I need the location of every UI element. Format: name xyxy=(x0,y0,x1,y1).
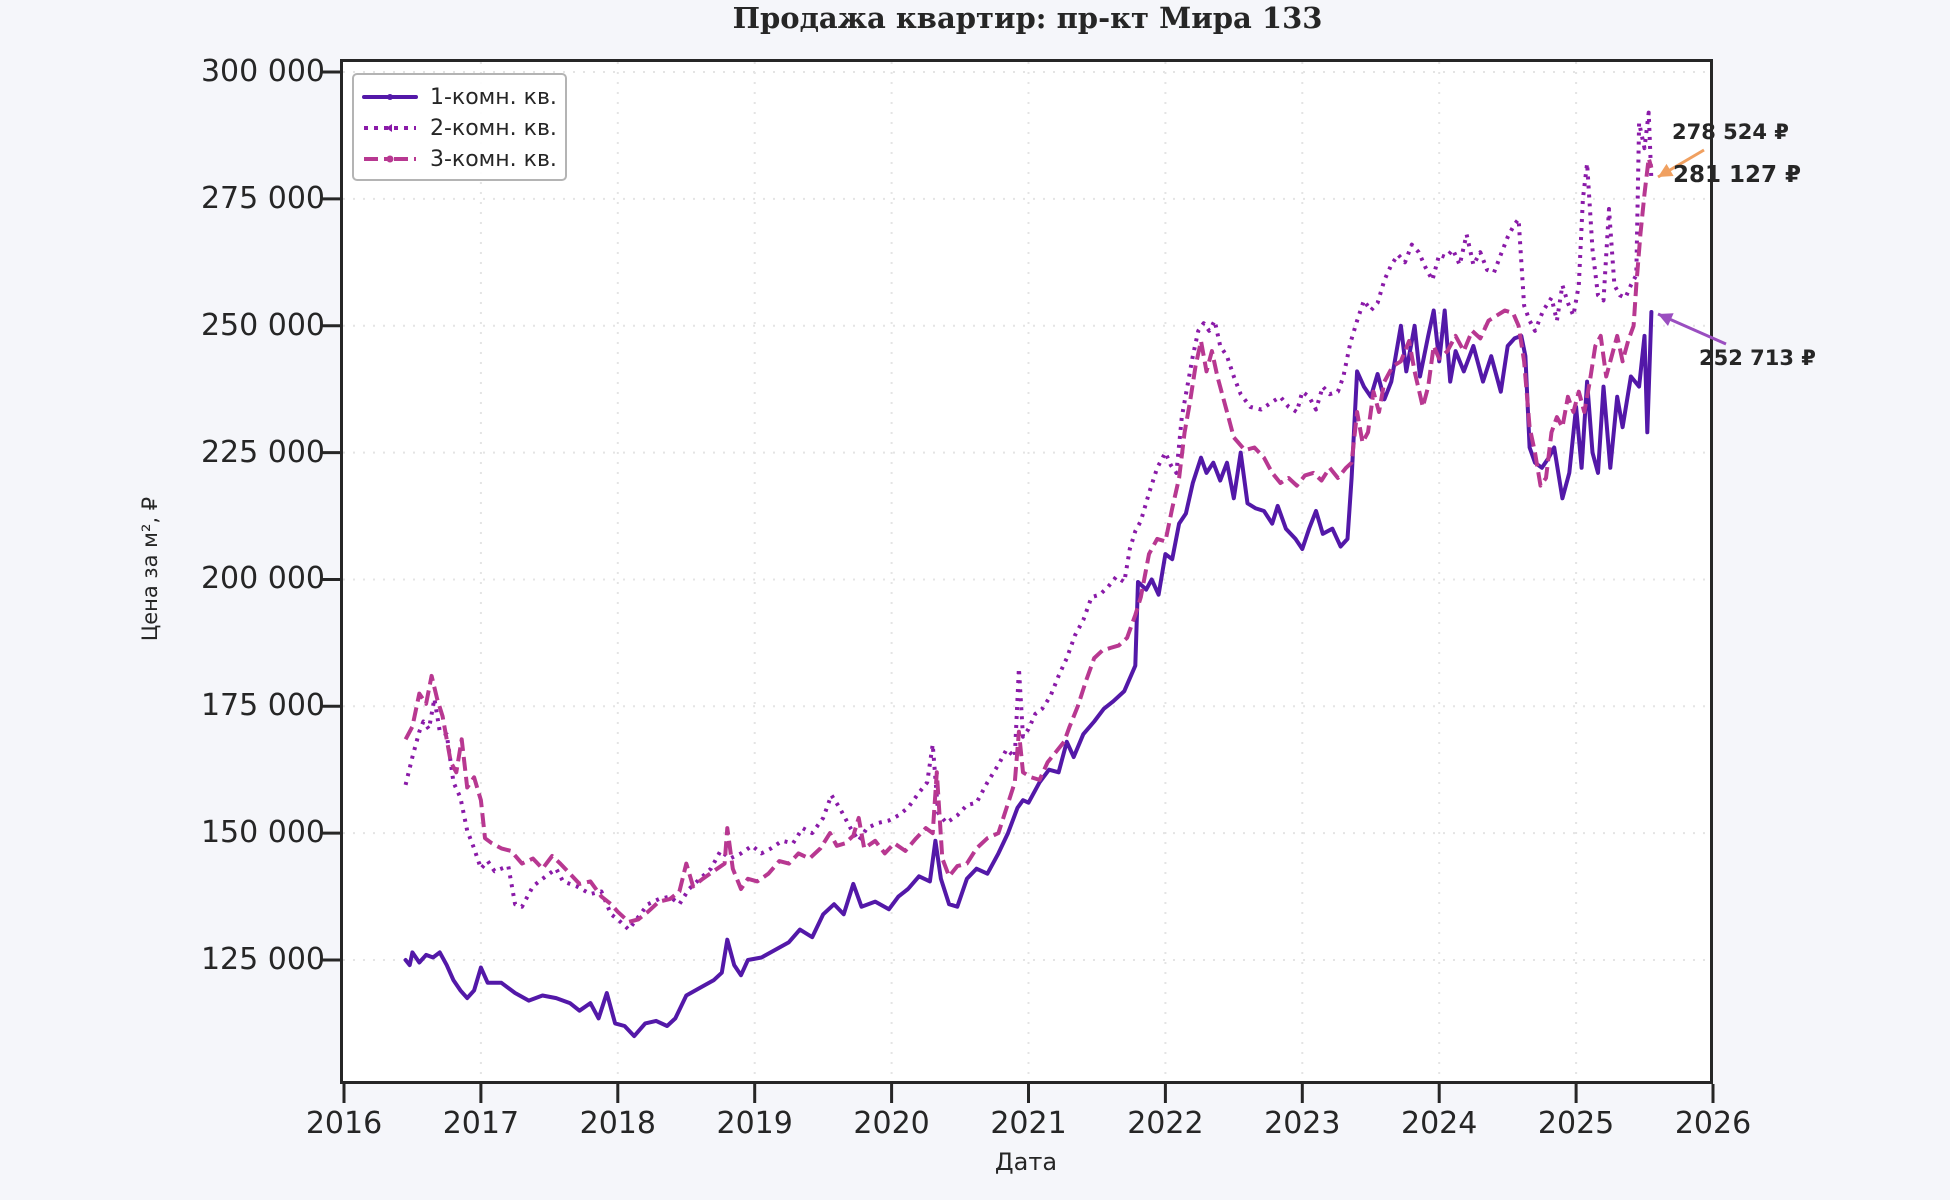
dashed-line-icon xyxy=(364,155,416,163)
x-tick-label: 2023 xyxy=(1264,1106,1341,1141)
legend-label: 3-комн. кв. xyxy=(430,146,557,172)
y-tick-label: 200 000 xyxy=(200,561,325,597)
series-line-solid xyxy=(403,308,1654,1039)
x-axis-label: Дата xyxy=(994,1148,1058,1176)
annotation-1-room-last-price: 252 713 ₽ xyxy=(1699,346,1816,370)
axis-ticks xyxy=(321,70,1715,1103)
x-tick-label: 2026 xyxy=(1674,1106,1752,1141)
y-tick-label: 225 000 xyxy=(200,434,325,470)
series-line-dotted xyxy=(403,110,1654,932)
x-tick-label: 2016 xyxy=(305,1106,383,1141)
grid-lines xyxy=(343,62,1710,1081)
legend-label: 2-комн. кв. xyxy=(430,115,557,141)
legend-label: 1-комн. кв. xyxy=(430,84,557,110)
series-lines xyxy=(403,110,1654,1039)
x-tick-label: 2021 xyxy=(990,1106,1067,1141)
legend-item-2-room: 2-комн. кв. xyxy=(362,113,557,143)
y-tick-label: 150 000 xyxy=(200,815,325,851)
annotation-2-room-last-price: 278 524 ₽ xyxy=(1672,120,1789,144)
x-tick-label: 2019 xyxy=(716,1106,793,1141)
y-tick-label: 300 000 xyxy=(200,54,325,90)
x-tick-label: 2018 xyxy=(579,1106,656,1141)
y-tick-label: 275 000 xyxy=(200,180,325,216)
y-axis-label: Цена за м², ₽ xyxy=(138,496,162,642)
y-tick-label: 125 000 xyxy=(200,942,325,977)
dotted-line-icon xyxy=(364,124,416,132)
legend-item-3-room: 3-комн. кв. xyxy=(362,144,557,174)
annotation-3-room-last-price: 281 127 ₽ xyxy=(1673,162,1802,188)
x-tick-label: 2017 xyxy=(442,1106,520,1141)
annotation-arrows xyxy=(1657,148,1727,346)
x-tick-label: 2022 xyxy=(1127,1106,1204,1141)
series-line-dashed xyxy=(403,156,1654,924)
solid-line-icon xyxy=(362,94,418,100)
y-tick-label: 175 000 xyxy=(200,688,325,724)
legend: 1-комн. кв. 2-комн. кв. 3-комн. кв. xyxy=(352,73,567,181)
x-tick-label: 2025 xyxy=(1537,1106,1615,1141)
x-tick-label: 2024 xyxy=(1401,1106,1478,1141)
x-tick-label: 2020 xyxy=(853,1106,930,1141)
legend-item-1-room: 1-комн. кв. xyxy=(362,82,557,112)
chart-title: Продажа квартир: пр-кт Мира 133 xyxy=(732,1,1323,35)
y-tick-label: 250 000 xyxy=(200,307,325,343)
plot-area xyxy=(340,59,1713,1084)
